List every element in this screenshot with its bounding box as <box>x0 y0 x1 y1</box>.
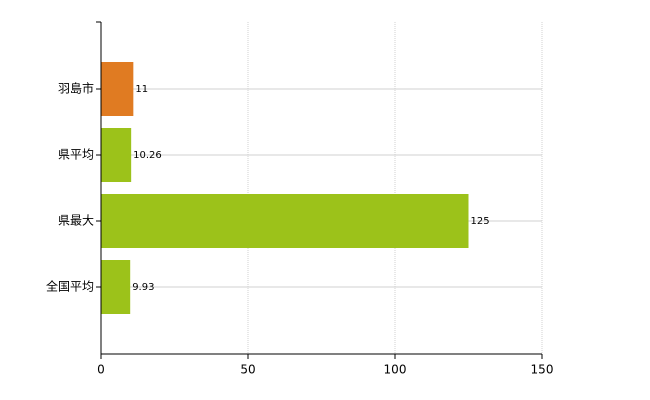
x-tick-label: 100 <box>384 363 407 377</box>
value-label: 125 <box>471 216 490 227</box>
x-tick-label: 50 <box>240 363 255 377</box>
y-tick-label: 県平均 <box>58 148 94 162</box>
y-tick-label: 全国平均 <box>46 279 94 294</box>
y-tick-label: 県最大 <box>58 214 94 228</box>
bar <box>101 194 469 248</box>
bar <box>101 62 134 116</box>
bar <box>101 260 131 314</box>
x-tick-label: 0 <box>97 363 105 377</box>
bar <box>101 128 132 182</box>
value-label: 9.93 <box>132 282 154 293</box>
value-label: 11 <box>135 84 148 95</box>
x-tick-label: 150 <box>531 363 554 377</box>
y-tick-label: 羽島市 <box>58 81 94 96</box>
value-label: 10.26 <box>133 150 162 161</box>
